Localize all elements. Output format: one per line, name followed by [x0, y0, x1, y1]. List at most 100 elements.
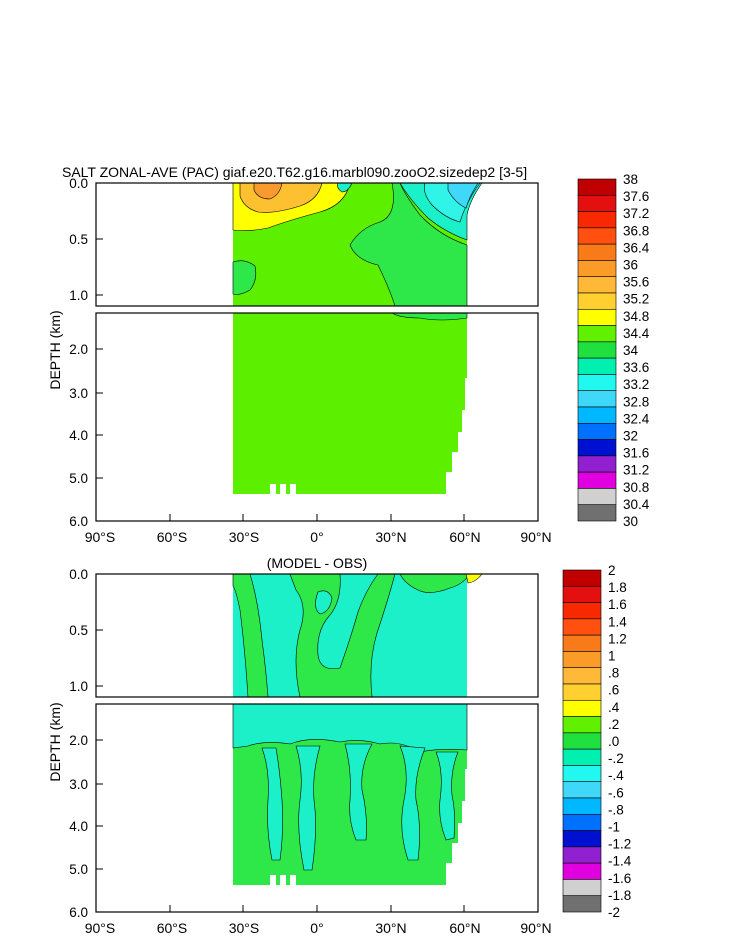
diff-colorbar-label: 2 — [608, 563, 616, 578]
diff-cyan-island — [315, 590, 333, 615]
salt-lower-bg — [233, 313, 467, 494]
diff-colorbar-label: -.2 — [608, 751, 624, 766]
salt-ytick-label: 0.0 — [69, 176, 88, 191]
diff-colorbar-swatch — [562, 732, 602, 750]
salt-colorbar-label: 37.2 — [623, 206, 649, 221]
diff-upper-frame — [95, 573, 539, 698]
salt-colorbar: 38 37.6 37.2 36.8 36.4 36 35.6 35.2 34.8 34.4 34 33… — [577, 172, 650, 529]
diff-colorbar-label: 1.6 — [608, 597, 627, 612]
diff-colorbar-label: 1.8 — [608, 580, 627, 595]
salt-colorbar-label: 33.6 — [623, 360, 649, 375]
panel-diff: (MODEL - OBS) 0.0 0.5 1.0 2.0 3.0 — [47, 555, 632, 936]
diff-colorbar-label: -1.4 — [608, 854, 632, 869]
salt-colorbar-label: 32.8 — [623, 394, 649, 409]
salt-green-west-patch — [232, 260, 257, 295]
salt-colorbar-swatch — [577, 390, 617, 408]
diff-ylabel: DEPTH (km) — [47, 702, 63, 781]
salt-ylabel: DEPTH (km) — [47, 310, 63, 389]
salt-colorbar-swatch — [577, 374, 617, 392]
diff-xtick-label: 30°S — [229, 920, 260, 936]
diff-colorbar-swatch — [562, 748, 602, 766]
salt-colorbar-swatch — [577, 211, 617, 229]
salt-colorbar-swatch — [577, 504, 617, 522]
salt-colorbar-label: 32 — [623, 429, 638, 444]
diff-colorbar-label: .8 — [608, 666, 619, 681]
salt-lower-cyan-strip — [390, 312, 468, 321]
salt-colorbar-label: 34.8 — [623, 309, 649, 324]
diff-colorbar-label: -.8 — [608, 802, 624, 817]
diff-cyan-band-top — [232, 703, 468, 753]
salt-colorbar-label: 31.2 — [623, 463, 649, 478]
diff-colorbar-label: -1 — [608, 820, 620, 835]
salt-lower-field — [95, 312, 539, 522]
salt-colorbar-label: 35.2 — [623, 292, 649, 307]
salt-darkorange-patch — [253, 182, 283, 200]
diff-xtick-label: 0° — [310, 920, 323, 936]
salt-upper-frame — [95, 182, 539, 307]
salt-colorbar-label: 30 — [623, 514, 638, 529]
panel-salt: SALT ZONAL-AVE (PAC) giaf.e20.T62.g16.ma… — [47, 164, 650, 545]
diff-ytick-label: 2.0 — [69, 733, 88, 748]
salt-colorbar-label: 36 — [623, 258, 638, 273]
salt-ytick-label: 0.5 — [69, 232, 88, 247]
diff-colorbar-label: 1.4 — [608, 614, 627, 629]
salt-ytick-label: 3.0 — [69, 386, 88, 401]
diff-colorbar-swatch — [562, 862, 602, 880]
diff-ytick-label: 6.0 — [69, 905, 88, 920]
salt-colorbar-swatch — [577, 471, 617, 489]
salt-colorbar-label: 34 — [623, 343, 639, 358]
salt-xtick-label: 60°N — [449, 529, 480, 545]
salt-colorbar-swatch — [577, 422, 617, 440]
diff-colorbar-swatch — [562, 651, 602, 669]
salt-upper-field — [95, 182, 539, 307]
salt-ytick-label: 1.0 — [69, 288, 88, 303]
diff-xtick-label: 90°S — [85, 920, 116, 936]
diff-cyan-column-2 — [295, 745, 321, 871]
salt-xtick-label: 90°N — [520, 529, 551, 545]
salt-xtick-label: 0° — [310, 529, 323, 545]
diff-colorbar-swatch — [562, 602, 602, 620]
salt-colorbar-swatch — [577, 243, 617, 261]
diff-colorbar-label: 1.2 — [608, 631, 627, 646]
diff-y-axis: 0.0 0.5 1.0 2.0 3.0 4.0 5.0 6.0 — [69, 567, 88, 920]
diff-colorbar-swatch — [562, 699, 602, 717]
salt-y-ticks — [96, 182, 103, 479]
diff-colorbar-label: .6 — [608, 683, 619, 698]
diff-upper-field — [95, 573, 539, 698]
diff-ytick-label: 3.0 — [69, 777, 88, 792]
salt-colorbar-swatch — [577, 455, 617, 473]
diff-colorbar-label: .2 — [608, 717, 619, 732]
salt-cyan-west-dot — [337, 182, 353, 193]
diff-colorbar-swatch — [562, 618, 602, 636]
panel-salt-title: SALT ZONAL-AVE (PAC) giaf.e20.T62.g16.ma… — [62, 164, 527, 180]
diff-colorbar-label: -1.6 — [608, 871, 631, 886]
diff-colorbar-swatch — [562, 634, 602, 652]
salt-ytick-label: 6.0 — [69, 514, 88, 529]
salt-blue-north — [447, 182, 479, 209]
salt-colorbar-swatch — [577, 260, 617, 278]
salt-y-axis: 0.0 0.5 1.0 2.0 3.0 4.0 5.0 6.0 — [69, 176, 88, 529]
diff-colorbar-swatch — [562, 797, 602, 815]
salt-colorbar-swatch — [577, 406, 617, 424]
diff-colorbar-label: -2 — [608, 905, 620, 920]
salt-colorbar-label: 30.8 — [623, 480, 649, 495]
salt-colorbar-label: 33.2 — [623, 377, 649, 392]
diff-xtick-label: 60°S — [157, 920, 188, 936]
diff-ytick-label: 1.0 — [69, 679, 88, 694]
salt-ytick-label: 2.0 — [69, 342, 88, 357]
salt-xtick-label: 60°S — [157, 529, 188, 545]
diff-colorbar-swatch — [562, 569, 602, 587]
salt-colorbar-label: 35.6 — [623, 275, 649, 290]
salt-colorbar-swatch — [577, 341, 617, 359]
diff-colorbar-swatch — [562, 813, 602, 831]
diff-colorbar-swatch — [562, 683, 602, 701]
diff-yellow-north — [465, 573, 483, 584]
salt-colorbar-swatch — [577, 325, 617, 343]
diff-colorbar-label: -1.8 — [608, 888, 631, 903]
diff-lower-field — [95, 703, 539, 913]
diff-colorbar-label: -.6 — [608, 785, 624, 800]
diff-colorbar-swatch — [562, 765, 602, 783]
diff-ytick-label: 0.0 — [69, 567, 88, 582]
salt-colorbar-label: 36.8 — [623, 223, 649, 238]
salt-colorbar-swatch — [577, 439, 617, 457]
